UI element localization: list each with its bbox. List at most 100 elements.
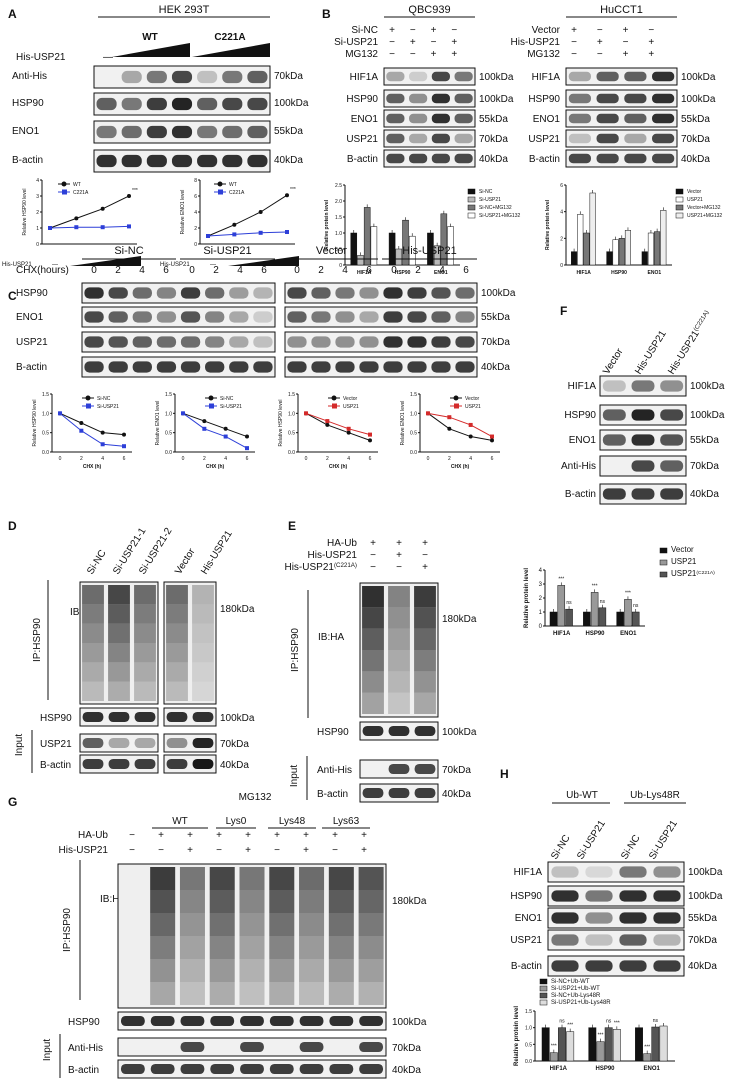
bar: [388, 232, 396, 266]
chx-label: CHX(hours): [16, 265, 69, 276]
blot-band: [455, 336, 475, 348]
blot-band: [388, 763, 410, 775]
y-tick-label: 6: [560, 183, 563, 189]
blot-band: [652, 153, 675, 164]
smear-lane: [134, 585, 156, 701]
bar: [604, 1027, 613, 1062]
lane-label: His-USP21: [633, 328, 669, 376]
blot-band: [455, 311, 475, 323]
legend-swatch: [675, 188, 684, 195]
smear-segment: [328, 890, 354, 913]
kda-marker: 40kDa: [392, 1065, 421, 1076]
legend-swatch: [467, 196, 476, 203]
smear-lane: [239, 867, 265, 1005]
blot-band: [269, 1015, 294, 1027]
x-axis-dash: —: [210, 262, 216, 268]
bar: [641, 251, 648, 266]
y-tick-label: 1.5: [335, 215, 342, 221]
row-label: HSP90: [16, 288, 48, 299]
legend-swatch: [467, 188, 476, 195]
bar: [616, 611, 624, 627]
significance-mark: ***: [592, 583, 598, 589]
blot-band: [414, 763, 436, 775]
y-tick-label: 4: [539, 568, 543, 574]
y-tick-label: 1.0: [525, 1026, 532, 1032]
condition-sign: −: [422, 550, 428, 561]
x-axis-label: CHX (h): [83, 464, 102, 470]
smear-lane: [108, 585, 130, 701]
smear-segment: [388, 671, 410, 693]
group-label: Lys0: [226, 816, 247, 827]
condition-sign: −: [597, 25, 603, 36]
condition-sign: −: [410, 49, 416, 60]
kda-marker: 100kDa: [392, 1017, 427, 1028]
smear-segment: [414, 650, 436, 672]
blot-band: [383, 361, 403, 373]
x-category-label: HSP90: [595, 1066, 615, 1072]
blot-band: [120, 1063, 145, 1075]
legend-label: USP21+MG132: [687, 213, 722, 219]
smear-segment: [269, 890, 295, 913]
smear-segment: [209, 959, 235, 982]
blot-band: [335, 336, 355, 348]
blot-band: [624, 93, 647, 104]
kda-marker: 40kDa: [274, 155, 303, 166]
blot-band: [631, 434, 655, 446]
blot-band: [146, 125, 167, 139]
x-tick-label: 2: [326, 456, 329, 462]
blot-band: [619, 890, 647, 902]
bar: [557, 585, 566, 627]
bar: [558, 1027, 566, 1062]
blot-band: [82, 737, 104, 749]
lane-label: Vector: [601, 346, 626, 376]
x-tick-label: 4: [347, 456, 350, 462]
blot-band: [150, 1015, 175, 1027]
bar: [357, 255, 364, 266]
blot-band: [121, 125, 142, 139]
series-line-1: [427, 412, 493, 437]
ib-label: IB:HA: [318, 632, 344, 643]
condition-sign: +: [370, 538, 376, 549]
row-label: B-actin: [529, 154, 560, 165]
blot-band: [602, 409, 626, 421]
smear-lane: [328, 867, 354, 1005]
blot-band: [602, 380, 626, 392]
data-point: [100, 442, 105, 447]
kda-marker: 100kDa: [442, 727, 477, 738]
blot-band: [108, 737, 130, 749]
blot-band: [454, 113, 473, 124]
condition-label: His-USP21: [511, 37, 561, 48]
ip-label: IP:HSP90: [290, 628, 301, 672]
significance-mark: ***: [132, 188, 138, 194]
blot-band: [287, 336, 307, 348]
legend-label: Si-NC: [220, 396, 234, 402]
y-axis-label: Relative HSP90 level: [22, 189, 28, 236]
kda-marker: 180kDa: [442, 614, 477, 625]
blot-band: [171, 125, 193, 139]
kda-marker: 100kDa: [681, 94, 716, 105]
blot-band: [192, 737, 214, 749]
significance-mark: ns: [559, 1019, 565, 1025]
blot-band: [585, 934, 613, 946]
condition-sign: +: [274, 830, 280, 841]
smear-segment: [179, 890, 205, 913]
x-category-label: HIF1A: [553, 631, 571, 637]
western-blot-strip: [81, 282, 276, 304]
blot-band: [652, 93, 675, 104]
blot-band: [247, 97, 268, 111]
data-point: [447, 415, 452, 420]
legend-1-marker: [62, 189, 67, 195]
condition-label: HA-Ub: [327, 538, 357, 549]
x-tick-label: 6: [491, 456, 494, 462]
smear-segment: [358, 913, 384, 936]
blot-band: [253, 336, 273, 348]
smear-segment: [388, 628, 410, 650]
kda-marker: 70kDa: [392, 1043, 421, 1054]
smear-segment: [192, 585, 214, 605]
smear-lane: [150, 867, 176, 1005]
blot-band: [311, 361, 331, 373]
kda-marker: 40kDa: [479, 154, 508, 165]
row-label: ENO1: [16, 312, 44, 323]
kda-marker: 40kDa: [690, 489, 719, 500]
condition-sign: +: [648, 49, 654, 60]
